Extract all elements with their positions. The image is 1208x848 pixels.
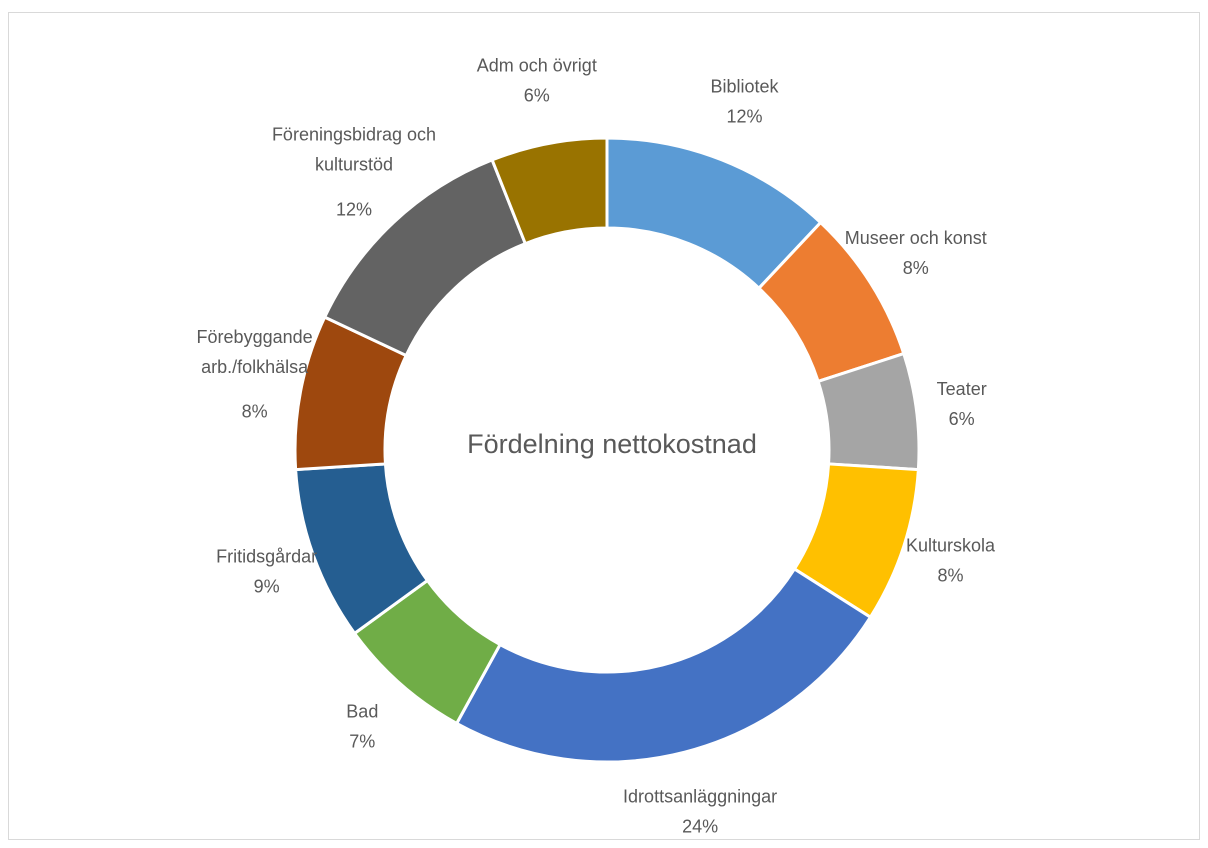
slice-label: Förebyggande arb./folkhälsa (197, 327, 313, 377)
slice-label: Teater (937, 379, 987, 399)
slice-label: Bad (346, 701, 378, 721)
slice-value-label: 8% (242, 402, 268, 422)
slice-label: Museer och konst (845, 228, 987, 248)
slice-value-label: 9% (254, 576, 280, 596)
slice-value-label: 6% (524, 86, 550, 106)
donut-slice (490, 136, 609, 246)
slice-value-label: 6% (949, 409, 975, 429)
slice-label: Idrottsanläggningar (623, 786, 777, 806)
slice-label: Kulturskola (906, 535, 996, 555)
slice-value-label: 7% (349, 731, 375, 751)
slice-value-label: 24% (682, 816, 718, 836)
donut-slice (454, 566, 873, 764)
slice-value-label: 12% (727, 106, 763, 126)
slice-label: Föreningsbidrag och kulturstöd (272, 124, 436, 174)
chart-title: Fördelning nettokostnad (467, 429, 757, 459)
slice-label: Adm och övrigt (477, 56, 597, 76)
slice-value-label: 12% (336, 199, 372, 219)
slice-label: Bibliotek (711, 76, 780, 96)
slice-value-label: 8% (937, 565, 963, 585)
slice-label: Fritidsgårdar (216, 546, 317, 566)
slice-value-label: 8% (903, 258, 929, 278)
